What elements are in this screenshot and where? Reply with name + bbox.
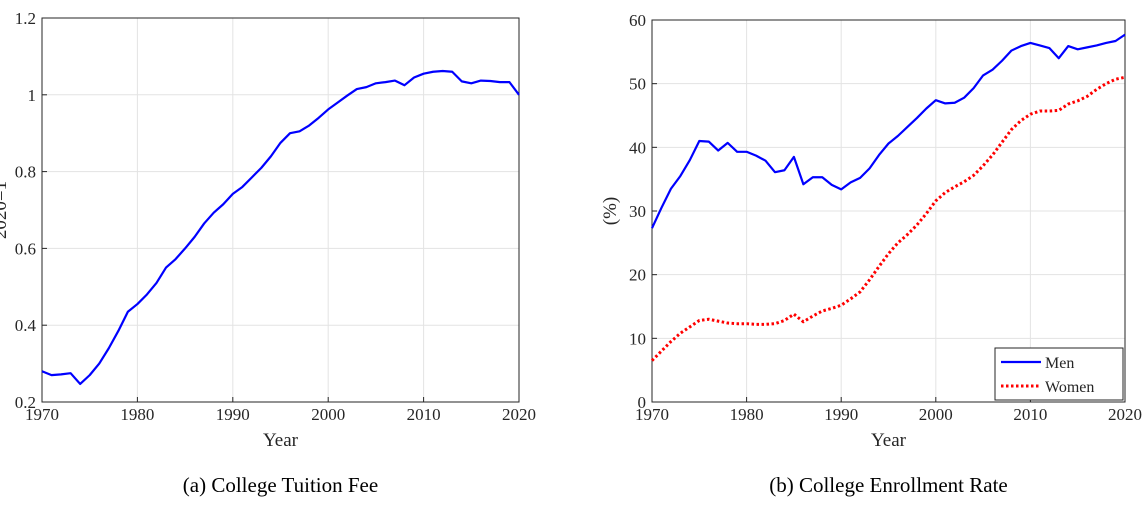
x-tick-label: 2000 — [311, 405, 345, 424]
x-tick-label: 2020 — [502, 405, 536, 424]
y-tick-label: 0.4 — [15, 316, 37, 335]
y-tick-label: 60 — [629, 11, 646, 30]
data-line — [651, 33, 1126, 229]
y-tick-label: 10 — [629, 329, 646, 348]
legend-label: Women — [1045, 379, 1094, 396]
x-axis-label: Year — [263, 430, 299, 451]
y-axis-label: 2020=1 — [0, 181, 11, 239]
x-tick-label: 2010 — [1013, 405, 1047, 424]
x-tick-label: 1980 — [120, 405, 154, 424]
y-tick-label: 0.8 — [15, 163, 36, 182]
x-tick-label: 1970 — [635, 405, 669, 424]
y-tick-label: 40 — [629, 138, 646, 157]
y-tick-label: 0.2 — [15, 393, 36, 412]
legend-label: Men — [1045, 355, 1074, 372]
x-tick-label: 1970 — [25, 405, 59, 424]
y-tick-label: 0.6 — [15, 239, 36, 258]
legend: Men Women — [994, 347, 1124, 401]
y-tick-label: 20 — [629, 266, 646, 285]
y-axis-label: (%) — [600, 197, 621, 225]
x-tick-label: 2010 — [407, 405, 441, 424]
x-tick-label: 1980 — [730, 405, 764, 424]
y-tick-label: 30 — [629, 202, 646, 221]
data-line — [650, 75, 1126, 362]
x-axis-label: Year — [871, 430, 907, 451]
caption: (a) College Tuition Fee — [183, 473, 378, 497]
x-tick-label: 2020 — [1108, 405, 1142, 424]
x-tick-label: 1990 — [216, 405, 250, 424]
y-tick-label: 1 — [28, 86, 37, 105]
data-line — [41, 69, 520, 386]
axes-box — [651, 19, 1126, 403]
y-tick-label: 1.2 — [15, 9, 36, 28]
axes-box — [41, 17, 520, 403]
legend-box — [994, 347, 1124, 401]
x-tick-label: 1990 — [824, 405, 858, 424]
plot-area — [42, 18, 519, 402]
x-tick-label: 2000 — [919, 405, 953, 424]
caption: (b) College Enrollment Rate — [769, 473, 1008, 497]
y-tick-label: 0 — [638, 393, 647, 412]
y-tick-label: 50 — [629, 75, 646, 94]
